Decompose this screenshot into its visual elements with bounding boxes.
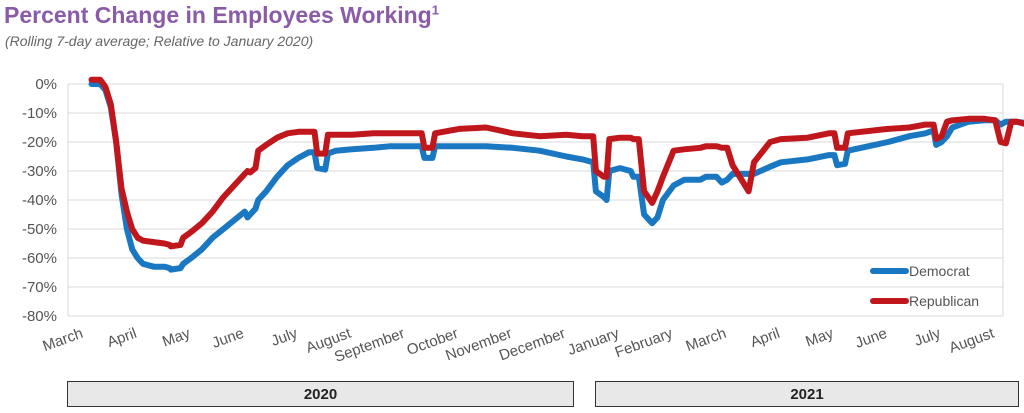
series-lines (88, 76, 1024, 273)
x-tick-label: July (912, 325, 943, 350)
x-tick-label: March (684, 325, 729, 355)
y-tick-label: 0% (35, 76, 57, 93)
x-axis-ticks: March April May June July AugustSeptemberOcto… (40, 325, 997, 366)
legend-label-democrat: Democrat (909, 263, 970, 279)
x-tick-label: July (269, 325, 300, 350)
y-tick-label: -40% (22, 192, 57, 209)
series-line-democrat (88, 81, 1024, 273)
y-tick-label: -60% (22, 250, 57, 267)
chart-subtitle: (Rolling 7-day average; Relative to Janu… (5, 33, 314, 49)
chart-title-text: Percent Change in Employees Working (4, 2, 432, 28)
y-tick-label: -20% (22, 134, 57, 151)
x-tick-label: April (105, 325, 139, 351)
year-label-2021: 2021 (595, 381, 1019, 407)
x-tick-label: May (803, 325, 836, 351)
grid-lines (67, 83, 1004, 317)
chart-title-footnote: 1 (431, 2, 439, 18)
chart-title: Percent Change in Employees Working1 (4, 2, 439, 29)
y-tick-label: -70% (22, 279, 57, 296)
x-tick-label: February (613, 325, 676, 362)
x-tick-label: April (748, 325, 782, 351)
line-chart: 0% -10% -20% -30% -40% -50% -60% -70% -80% March… (22, 76, 1024, 366)
x-tick-label: June (853, 325, 889, 352)
series-line-republican (88, 76, 1024, 250)
y-tick-label: -10% (22, 105, 57, 122)
x-tick-label: August (947, 325, 997, 357)
y-axis-ticks: 0% -10% -20% -30% -40% -50% -60% -70% -80% (22, 76, 57, 325)
x-tick-label: May (160, 325, 193, 351)
x-tick-label: March (40, 325, 85, 355)
y-tick-label: -50% (22, 221, 57, 238)
legend-label-republican: Republican (909, 293, 979, 309)
legend: Democrat Republican (870, 263, 979, 309)
y-tick-label: -30% (22, 163, 57, 180)
y-tick-label: -80% (22, 308, 57, 325)
x-tick-label: June (210, 325, 246, 352)
year-label-2020: 2020 (67, 381, 574, 407)
x-tick-label: January (565, 325, 621, 359)
